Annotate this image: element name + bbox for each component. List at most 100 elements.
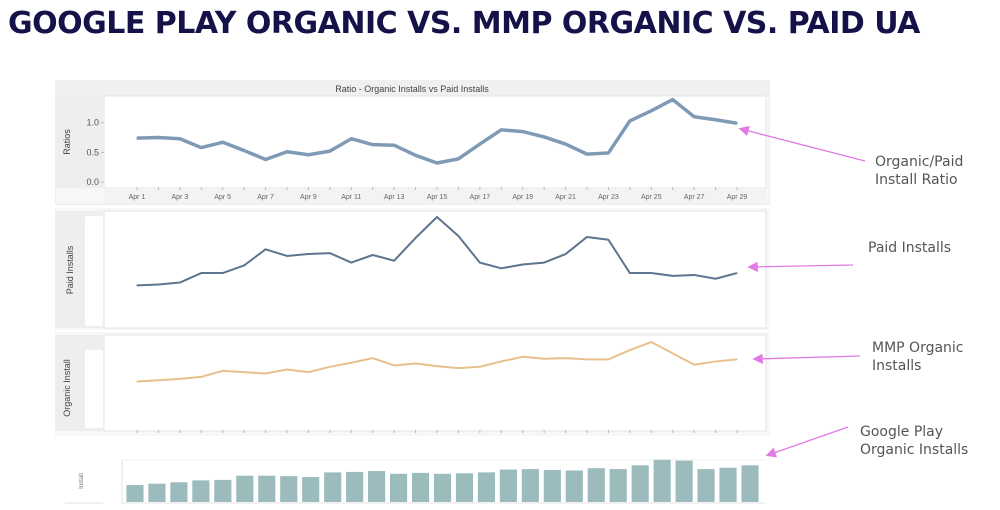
mmp-organic-data-point <box>436 365 438 367</box>
mmp-organic-data-point <box>414 362 417 365</box>
ratio-data-point <box>521 130 524 133</box>
paid-data-point <box>522 263 524 266</box>
ratio-x-axis-band <box>104 188 766 204</box>
google-play-bar <box>170 482 188 502</box>
google-play-bar <box>675 460 693 502</box>
paid-data-point <box>179 281 181 284</box>
ratio-data-point <box>179 137 181 140</box>
ratio-x-tick-label: Apr 11 <box>341 194 361 201</box>
ratio-x-tick-label: Apr 23 <box>598 194 619 201</box>
ratio-data-point <box>329 150 331 152</box>
ratio-data-point <box>200 146 203 149</box>
paid-data-point <box>543 262 545 264</box>
paid-data-point <box>650 272 652 274</box>
arrow-google-play <box>765 426 849 458</box>
google-play-bar <box>390 473 408 502</box>
google-play-bar <box>543 470 561 502</box>
ratio-chart: Ratio - Organic Installs vs Paid Install… <box>55 80 770 205</box>
ratio-x-tick-label: Apr 3 <box>171 194 188 201</box>
annotation-mmp-line1: MMP Organic <box>872 340 964 356</box>
paid-data-point <box>564 253 567 255</box>
mmp-organic-data-point <box>264 372 267 375</box>
mmp-organic-data-point <box>307 371 310 373</box>
google-play-bar <box>565 470 583 502</box>
paid-y-axis-label: Paid Installs <box>65 245 75 294</box>
google-play-bar <box>697 469 715 502</box>
google-play-bar <box>477 472 495 502</box>
google-play-bar <box>653 459 671 502</box>
arrow-ratio <box>738 125 866 162</box>
google-play-bar <box>302 477 320 502</box>
ratio-y-tick-label: 0.0 <box>86 177 99 187</box>
google-play-bar <box>719 467 737 502</box>
paid-data-point <box>264 248 267 250</box>
paid-data-point <box>307 253 310 255</box>
ratio-data-point <box>543 136 545 138</box>
ratio-plot-area <box>103 95 767 189</box>
ratio-data-point <box>500 129 503 131</box>
mmp-organic-data-point <box>564 357 567 359</box>
ratio-data-point <box>479 143 481 145</box>
ratio-data-point <box>607 152 610 154</box>
paid-data-point <box>607 239 610 241</box>
mmp-organic-data-point <box>543 358 545 360</box>
mmp-organic-data-point <box>222 370 224 372</box>
paid-data-point <box>672 275 674 277</box>
ratio-data-point <box>414 154 417 157</box>
google-play-bar <box>324 472 342 502</box>
organic-y-axis-label: Organic Install <box>62 359 72 417</box>
mmp-organic-data-point <box>650 341 652 343</box>
google-play-bar <box>411 472 430 502</box>
mmp-organic-data-point <box>672 352 674 354</box>
google-play-bar <box>258 475 276 502</box>
paid-data-point <box>500 267 502 269</box>
paid-data-point <box>222 272 224 274</box>
ratio-x-tick-label: Apr 29 <box>727 194 748 201</box>
bar-y-axis-label: Install <box>79 473 85 489</box>
ratio-data-point <box>564 143 567 145</box>
paid-data-point <box>329 252 331 254</box>
ratio-data-point <box>286 150 288 153</box>
ratio-data-point <box>136 137 138 139</box>
ratio-data-point <box>586 153 588 155</box>
ratio-y-tick-label: 1.0 <box>86 118 99 128</box>
ratio-data-point <box>307 153 310 156</box>
ratio-data-point <box>736 122 738 125</box>
ratio-x-tick-label: Apr 7 <box>257 194 274 201</box>
mmp-organic-data-point <box>479 366 481 368</box>
paid-data-point <box>243 264 245 267</box>
paid-data-point <box>200 272 202 274</box>
google-play-bar <box>587 468 605 502</box>
arrow-paid <box>747 261 854 273</box>
mmp-organic-data-point <box>200 376 202 378</box>
google-play-bar <box>521 469 539 502</box>
ratio-data-point <box>693 115 695 118</box>
paid-data-point <box>414 237 417 239</box>
ratio-data-point <box>371 143 374 146</box>
ratio-x-tick-label: Apr 5 <box>214 194 231 201</box>
mmp-organic-data-point <box>607 358 610 361</box>
mmp-organic-data-point <box>286 368 288 371</box>
ratio-x-tick-label: Apr 13 <box>384 194 405 201</box>
paid-plot-area <box>103 210 767 329</box>
mmp-organic-data-point <box>179 378 181 380</box>
google-play-bar <box>499 469 517 502</box>
annotation-ratio-line2: Install Ratio <box>875 172 958 188</box>
slide-title: GOOGLE PLAY ORGANIC VS. MMP ORGANIC VS. … <box>8 6 920 41</box>
paid-data-point <box>136 284 138 286</box>
ratio-x-tick-label: Apr 25 <box>641 194 662 201</box>
mmp-organic-data-point <box>329 366 331 368</box>
google-play-bar <box>631 465 649 502</box>
organic-y-axis-blank <box>85 350 103 428</box>
paid-data-point <box>693 274 695 276</box>
google-play-bar <box>368 470 386 502</box>
ratio-data-point <box>243 149 245 152</box>
mmp-organic-data-point <box>500 360 502 363</box>
ratio-data-point <box>671 98 674 101</box>
annotation-google-play-line2: Organic Installs <box>860 442 969 458</box>
paid-data-point <box>372 254 374 256</box>
google-play-bar <box>455 473 474 502</box>
paid-data-point <box>393 260 395 262</box>
annotation-ratio-line1: Organic/Paid <box>875 154 964 170</box>
paid-data-point <box>436 216 438 218</box>
